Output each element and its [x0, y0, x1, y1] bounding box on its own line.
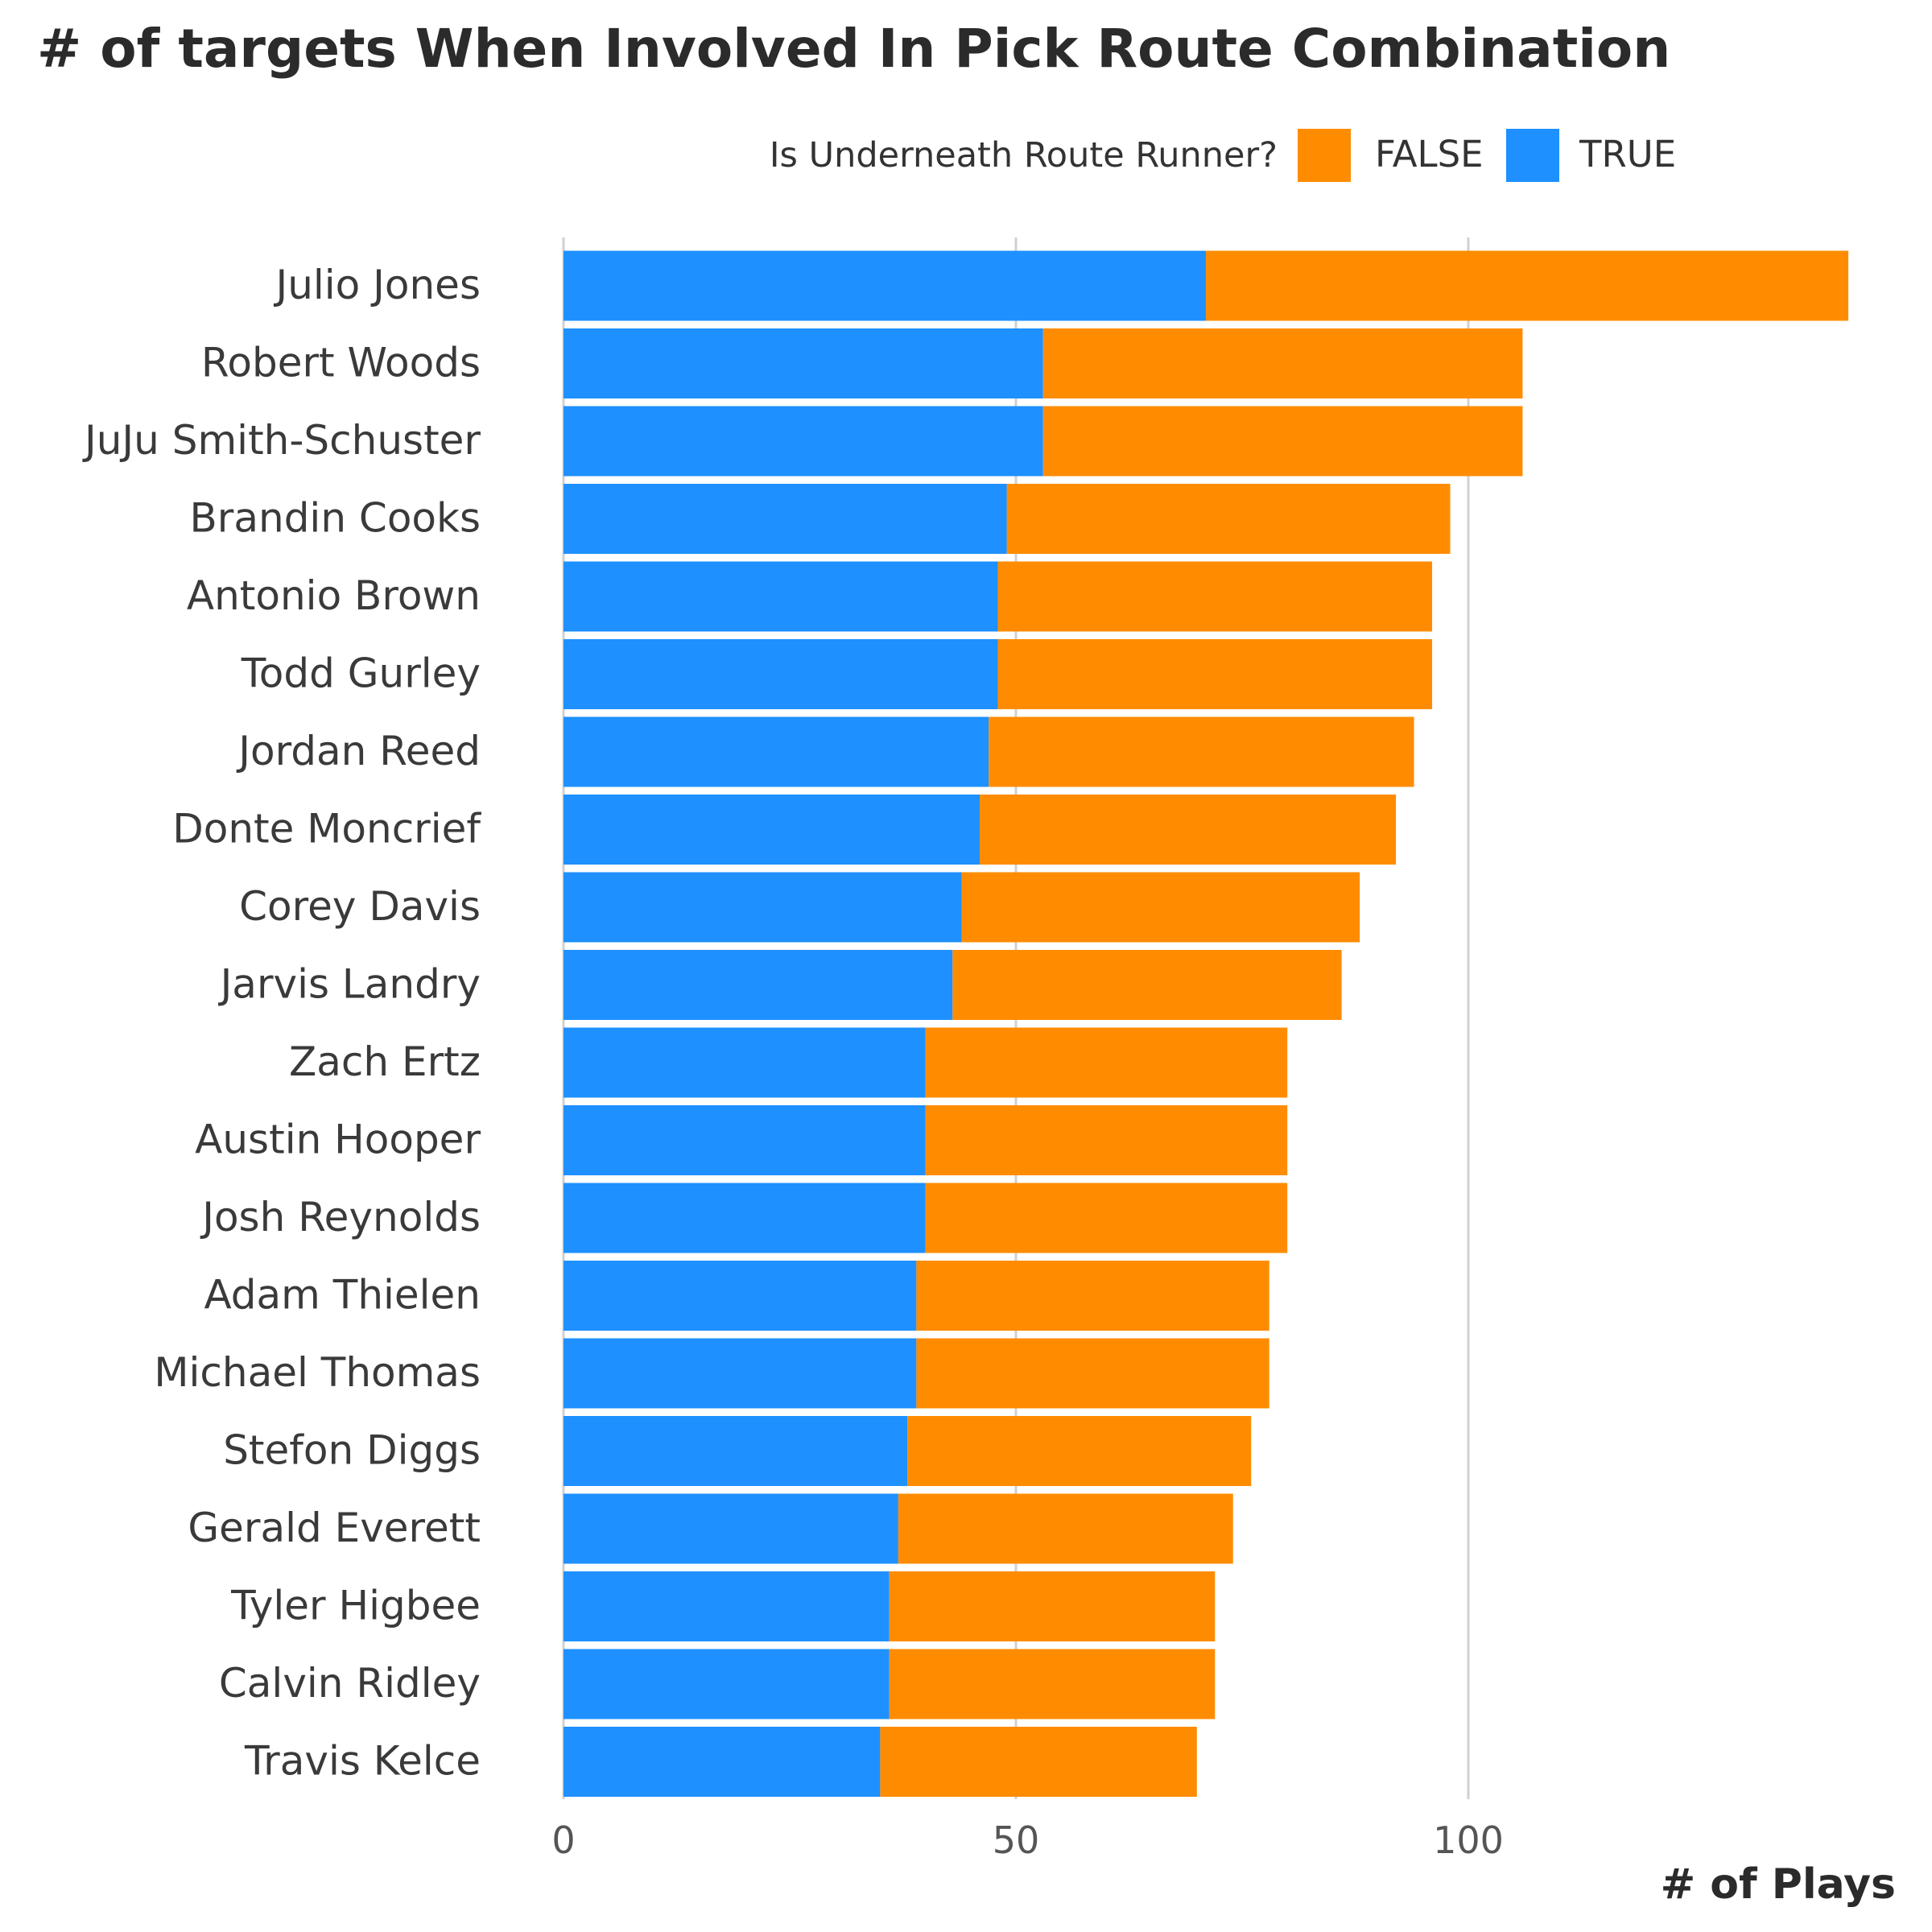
- category-label-18: Calvin Ridley: [219, 1660, 481, 1707]
- category-label-3: Brandin Cooks: [190, 495, 481, 542]
- x-axis-ticks: 0 50 100: [551, 1818, 1504, 1862]
- bar-false-7: [980, 795, 1397, 865]
- bar-true-0: [564, 250, 1207, 321]
- category-label-13: Adam Thielen: [204, 1272, 481, 1319]
- x-tick-label-50: 50: [993, 1818, 1040, 1862]
- legend-items: FALSE TRUE: [1298, 129, 1676, 182]
- bar-true-10: [564, 1027, 926, 1098]
- category-label-14: Michael Thomas: [154, 1349, 481, 1396]
- x-axis-label: # of Plays: [1661, 1860, 1896, 1909]
- bar-false-9: [952, 950, 1342, 1020]
- bar-false-10: [925, 1027, 1288, 1098]
- bar-false-11: [925, 1105, 1288, 1175]
- legend-key-false: [1298, 129, 1351, 182]
- bar-false-6: [989, 716, 1414, 787]
- bar-true-14: [564, 1338, 917, 1409]
- bar-false-3: [1006, 484, 1451, 554]
- category-label-16: Gerald Everett: [188, 1505, 481, 1551]
- bar-true-17: [564, 1571, 890, 1641]
- bar-true-4: [564, 561, 998, 632]
- category-label-8: Corey Davis: [239, 883, 481, 930]
- legend-key-true: [1506, 129, 1559, 182]
- bar-false-0: [1206, 250, 1849, 321]
- category-label-4: Antonio Brown: [187, 572, 481, 619]
- bar-false-13: [916, 1261, 1269, 1331]
- x-tick-label-0: 0: [551, 1818, 575, 1862]
- x-tick-label-100: 100: [1433, 1818, 1504, 1862]
- category-label-1: Robert Woods: [201, 340, 481, 386]
- category-label-12: Josh Reynolds: [200, 1194, 481, 1241]
- bar-true-3: [564, 484, 1007, 554]
- bar-true-7: [564, 795, 980, 865]
- category-label-19: Travis Kelce: [244, 1738, 481, 1785]
- category-label-0: Julio Jones: [273, 262, 481, 308]
- bar-true-13: [564, 1261, 917, 1331]
- bar-true-6: [564, 716, 989, 787]
- bar-true-15: [564, 1416, 908, 1486]
- bar-true-12: [564, 1183, 926, 1253]
- bar-false-18: [889, 1649, 1216, 1719]
- category-label-7: Donte Moncrief: [172, 806, 481, 852]
- bar-true-16: [564, 1493, 898, 1564]
- bar-true-11: [564, 1105, 926, 1175]
- category-labels: Julio Jones Robert Woods JuJu Smith-Schust…: [82, 262, 481, 1785]
- category-label-11: Austin Hooper: [195, 1117, 481, 1163]
- category-label-6: Jordan Reed: [236, 728, 481, 774]
- category-label-17: Tyler Higbee: [230, 1583, 481, 1629]
- bar-true-8: [564, 872, 962, 943]
- category-label-10: Zach Ertz: [289, 1038, 481, 1085]
- bar-true-9: [564, 950, 953, 1020]
- bar-false-5: [997, 639, 1433, 709]
- bar-true-19: [564, 1727, 881, 1797]
- bar-false-1: [1042, 328, 1523, 398]
- legend: Is Underneath Route Runner? FALSE TRUE: [770, 129, 1676, 182]
- bar-false-19: [880, 1727, 1197, 1797]
- legend-title: Is Underneath Route Runner?: [770, 135, 1278, 175]
- legend-label-false: FALSE: [1375, 133, 1484, 175]
- bar-false-14: [916, 1338, 1269, 1409]
- bar-false-17: [889, 1571, 1216, 1641]
- bar-false-4: [997, 561, 1433, 632]
- bar-stacks: [564, 250, 1849, 1797]
- bar-false-15: [907, 1416, 1252, 1486]
- category-label-2: JuJu Smith-Schuster: [82, 417, 481, 464]
- bar-true-1: [564, 328, 1043, 398]
- bar-false-16: [898, 1493, 1233, 1564]
- chart-title: # of targets When Involved In Pick Route…: [37, 18, 1671, 80]
- category-label-15: Stefon Diggs: [223, 1427, 481, 1474]
- bar-true-5: [564, 639, 998, 709]
- category-label-5: Todd Gurley: [241, 650, 481, 697]
- category-label-9: Jarvis Landry: [218, 961, 481, 1008]
- legend-label-true: TRUE: [1579, 133, 1676, 175]
- bar-true-2: [564, 406, 1043, 477]
- bar-false-12: [925, 1183, 1288, 1253]
- bar-true-18: [564, 1649, 890, 1719]
- bar-false-8: [961, 872, 1360, 943]
- bar-false-2: [1042, 406, 1523, 477]
